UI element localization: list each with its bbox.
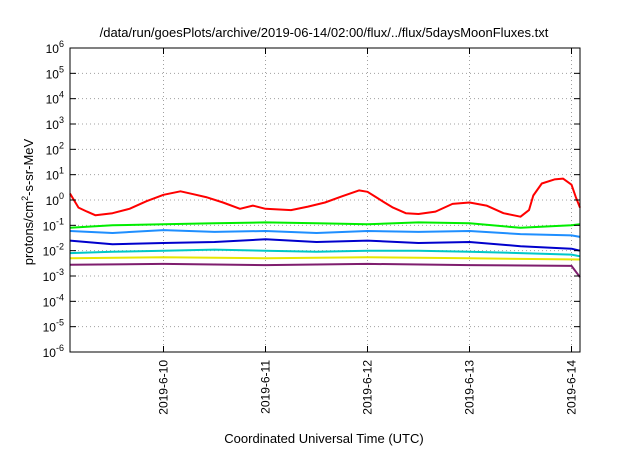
y-tick-label: 106 [46,39,64,56]
y-tick-label: 104 [46,90,64,107]
series-line [69,248,581,258]
grid [70,48,580,352]
y-tick-label: 10-1 [43,216,64,233]
y-tick-label: 101 [46,166,64,183]
y-tick-label: 102 [46,140,64,157]
y-tick-label: 105 [46,64,64,81]
chart-title: /data/run/goesPlots/archive/2019-06-14/0… [100,25,549,40]
x-tick-label: 2019-6-12 [361,360,375,415]
series-line [69,238,581,252]
y-tick-label: 10-5 [43,318,64,335]
x-axis-label: Coordinated Universal Time (UTC) [224,431,423,446]
x-tick-label: 2019-6-14 [565,360,579,415]
series-group [69,177,581,278]
series-line [69,221,581,229]
y-tick-label: 100 [46,191,64,208]
y-tick-label: 103 [46,115,64,132]
y-tick-label: 10-3 [43,267,64,284]
series-line [69,262,581,278]
y-label-prefix: protons/cm [21,201,36,265]
x-tick-label: 2019-6-13 [463,360,477,415]
y-tick-label: 10-4 [43,292,64,309]
y-tick-label: 10-6 [43,343,64,360]
y-tick-label: 10-2 [43,242,64,259]
plot-frame [69,47,581,353]
y-label-suffix: -s-sr-MeV [21,138,36,195]
y-axis-label: protons/cm2-s-sr-MeV [20,138,36,265]
series-line [69,177,581,218]
x-tick-label: 2019-6-11 [259,360,273,414]
series-line [69,256,581,261]
series-line [69,229,581,238]
y-label-sup: 2 [20,196,30,201]
x-tick-label: 2019-6-10 [157,360,171,415]
axes: 10-6 10-5 10-4 10-3 10-2 10-1 100 101 102 103 104 1… [43,39,581,415]
